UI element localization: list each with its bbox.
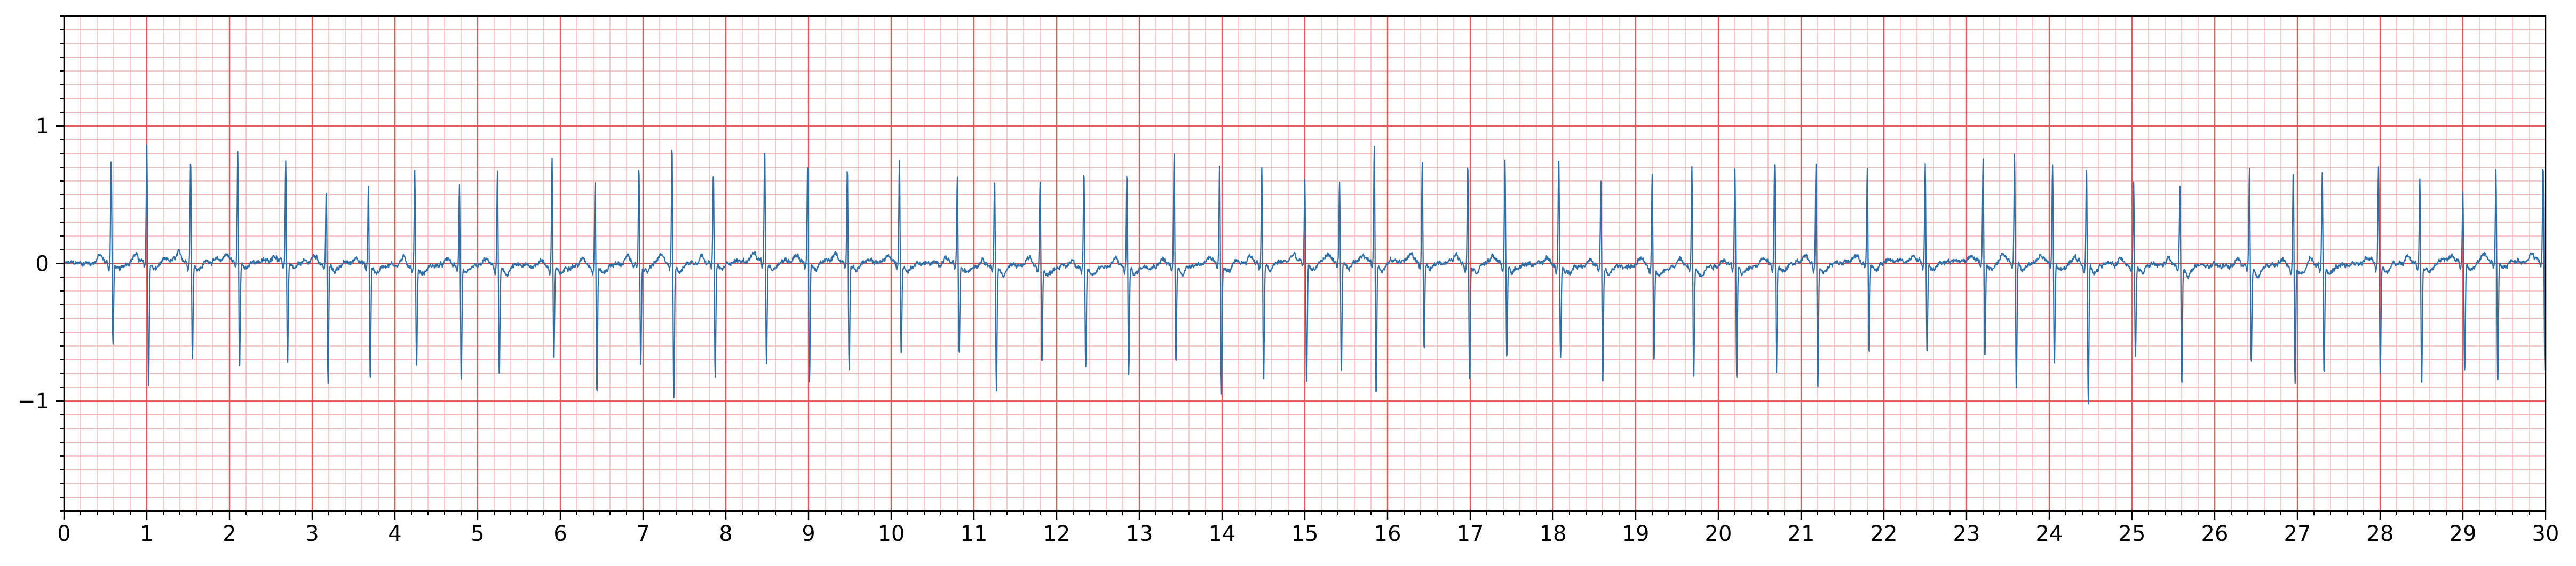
x-tick-label: 8 bbox=[719, 522, 732, 546]
x-tick-label: 16 bbox=[1374, 522, 1401, 546]
x-tick-label: 26 bbox=[2201, 522, 2229, 546]
x-tick-label: 30 bbox=[2532, 522, 2559, 546]
x-tick-label: 5 bbox=[471, 522, 484, 546]
x-tick-label: 21 bbox=[1788, 522, 1815, 546]
x-tick-label: 10 bbox=[878, 522, 905, 546]
x-tick-label: 25 bbox=[2119, 522, 2146, 546]
x-tick-label: 3 bbox=[305, 522, 319, 546]
x-tick-label: 11 bbox=[961, 522, 988, 546]
x-tick-label: 29 bbox=[2450, 522, 2477, 546]
x-tick-label: 12 bbox=[1043, 522, 1071, 546]
y-axis-ticks: −1 0 1 bbox=[18, 15, 64, 512]
y-tick-label: 1 bbox=[36, 114, 49, 139]
x-tick-label: 18 bbox=[1540, 522, 1567, 546]
x-tick-label: 4 bbox=[388, 522, 401, 546]
x-tick-label: 0 bbox=[57, 522, 70, 546]
x-tick-label: 9 bbox=[802, 522, 815, 546]
y-tick-label: −1 bbox=[18, 389, 49, 414]
x-tick-label: 20 bbox=[1705, 522, 1732, 546]
ecg-series-line bbox=[63, 144, 2547, 405]
x-tick-label: 2 bbox=[223, 522, 236, 546]
x-axis-ticks: 0 1 2 3 4 5 6 7 8 9 10 11 12 13 14 15 16 17 18 19 20 21 22 23 24… bbox=[57, 511, 2559, 546]
x-tick-label: 6 bbox=[553, 522, 567, 546]
x-tick-label: 14 bbox=[1209, 522, 1236, 546]
x-tick-label: 28 bbox=[2367, 522, 2394, 546]
x-tick-label: 7 bbox=[636, 522, 649, 546]
y-tick-label: 0 bbox=[36, 252, 49, 277]
x-tick-label: 19 bbox=[1622, 522, 1650, 546]
x-tick-label: 24 bbox=[2036, 522, 2063, 546]
x-tick-label: 22 bbox=[1870, 522, 1898, 546]
x-tick-label: 27 bbox=[2284, 522, 2311, 546]
series-layer bbox=[63, 144, 2547, 405]
x-tick-label: 1 bbox=[140, 522, 153, 546]
x-tick-label: 17 bbox=[1457, 522, 1484, 546]
x-tick-label: 23 bbox=[1953, 522, 1980, 546]
x-tick-label: 13 bbox=[1126, 522, 1153, 546]
x-tick-label: 15 bbox=[1291, 522, 1319, 546]
